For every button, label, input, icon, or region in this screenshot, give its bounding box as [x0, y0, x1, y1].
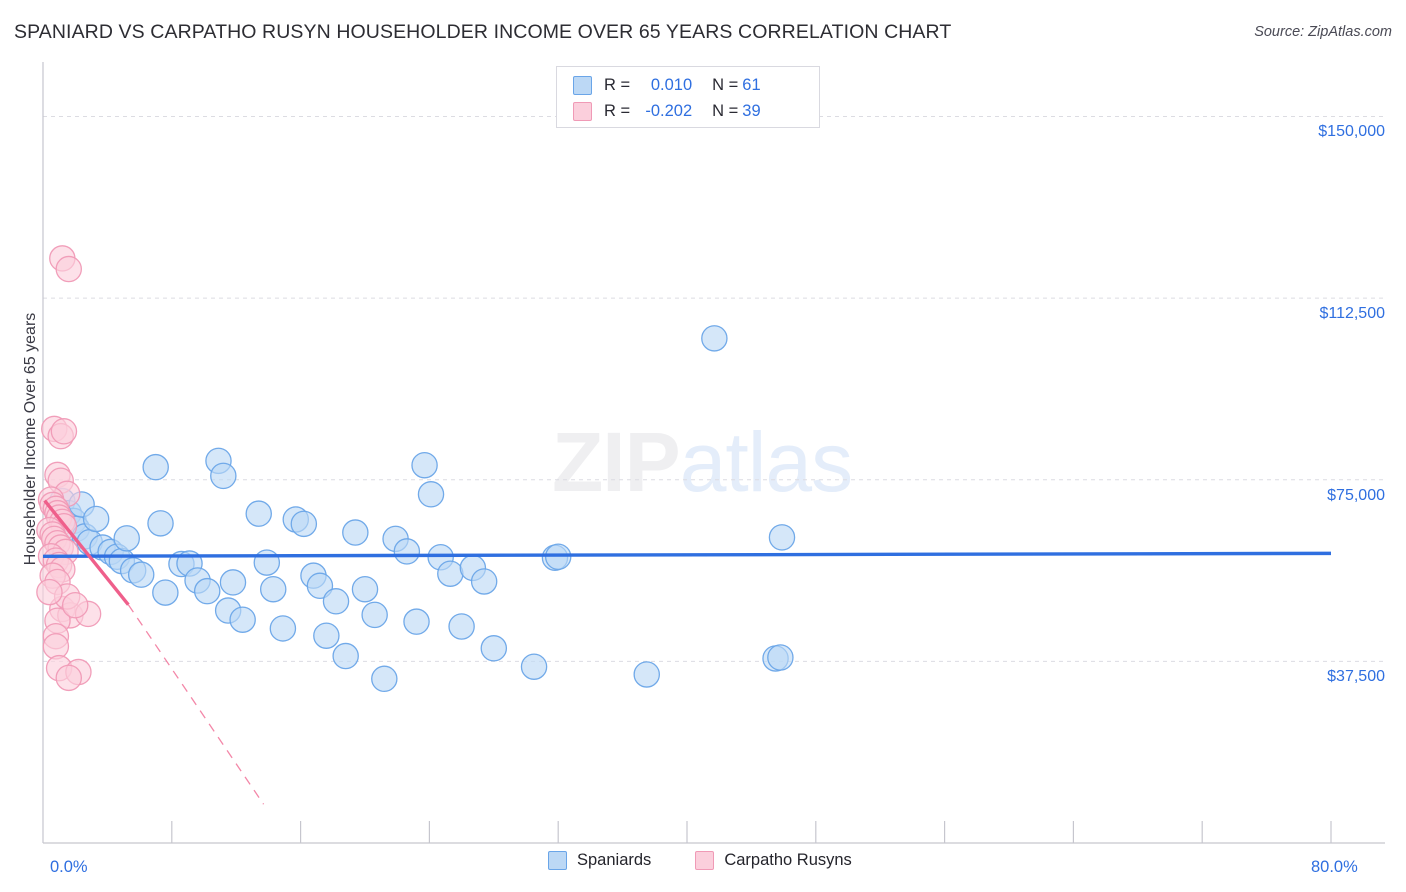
scatter-point-spaniards[interactable]: [480, 635, 508, 662]
scatter-point-spaniards[interactable]: [393, 538, 421, 565]
scatter-point-spaniards[interactable]: [313, 622, 340, 649]
trendline-spaniards: [42, 551, 1332, 558]
scatter-point-spaniards[interactable]: [633, 661, 661, 688]
series-legend: Spaniards Carpatho Rusyns: [548, 851, 896, 870]
scatter-point-spaniards[interactable]: [259, 575, 287, 603]
correlation-row-carpatho-rusyns: R = -0.202 N = 39: [557, 98, 819, 124]
scatter-point-spaniards[interactable]: [768, 524, 796, 551]
n-label-pink: N =: [712, 101, 739, 120]
series-label-carpatho-rusyns: Carpatho Rusyns: [724, 851, 852, 869]
scatter-point-spaniards[interactable]: [411, 451, 438, 479]
y-tick-label-37500: $37,500: [1327, 668, 1385, 686]
series-legend-item-carpatho-rusyns[interactable]: Carpatho Rusyns: [695, 851, 852, 870]
scatter-point-spaniards[interactable]: [290, 510, 318, 538]
scatter-point-spaniards[interactable]: [229, 606, 256, 633]
scatter-point-spaniards[interactable]: [448, 613, 475, 640]
scatter-point-spaniards[interactable]: [342, 519, 369, 546]
page-title: SPANIARD VS CARPATHO RUSYN HOUSEHOLDER I…: [14, 21, 952, 43]
legend-swatch-blue-icon: [573, 75, 592, 95]
scatter-point-spaniards[interactable]: [306, 572, 334, 600]
scatter-series-spaniards: [49, 325, 796, 693]
series-swatch-carpatho-rusyns-icon: [695, 851, 715, 870]
scatter-point-spaniards[interactable]: [332, 642, 359, 670]
correlation-legend: R = 0.010 N = 61 R = -0.202 N = 39: [556, 66, 820, 128]
scatter-point-spaniards[interactable]: [361, 601, 388, 629]
trendline-carpatho-rusyns: [43, 499, 130, 606]
scatter-point-spaniards[interactable]: [147, 510, 174, 537]
scatter-point-carpatho-rusyns[interactable]: [36, 578, 63, 606]
scatter-point-spaniards[interactable]: [219, 569, 247, 596]
scatter-point-spaniards[interactable]: [371, 665, 398, 693]
r-value-pink: -0.202: [645, 101, 693, 120]
scatter-point-spaniards[interactable]: [113, 525, 140, 552]
scatter-point-spaniards[interactable]: [767, 644, 794, 671]
n-value-blue: 61: [742, 75, 761, 94]
y-tick-label-75000: $75,000: [1327, 486, 1385, 504]
r-value-blue: 0.010: [650, 75, 693, 94]
scatter-point-spaniards[interactable]: [437, 560, 464, 587]
correlation-row-spaniards: R = 0.010 N = 61: [557, 72, 819, 98]
scatter-point-spaniards[interactable]: [417, 481, 445, 508]
scatter-series-carpatho-rusyns: [36, 245, 102, 692]
y-tick-label-112500: $112,500: [1319, 305, 1385, 323]
scatter-point-spaniards[interactable]: [520, 653, 548, 680]
source-attribution: Source: ZipAtlas.com: [1254, 24, 1392, 40]
series-swatch-spaniards-icon: [548, 851, 567, 870]
y-tick-label-150000: $150,000: [1318, 123, 1385, 141]
x-tick-label-max: 80.0%: [1311, 858, 1358, 876]
scatter-point-carpatho-rusyns[interactable]: [42, 633, 70, 660]
scatter-point-carpatho-rusyns[interactable]: [55, 255, 83, 283]
r-label-pink: R =: [604, 101, 631, 120]
scatter-point-spaniards[interactable]: [322, 588, 350, 615]
n-label-blue: N =: [712, 75, 739, 94]
scatter-point-spaniards[interactable]: [245, 500, 272, 527]
series-label-spaniards: Spaniards: [577, 851, 652, 869]
r-label-blue: R =: [604, 75, 631, 94]
n-value-pink: 39: [742, 101, 761, 120]
scatter-point-spaniards[interactable]: [351, 575, 379, 603]
scatter-point-spaniards[interactable]: [403, 608, 430, 635]
trendline-carpatho-rusyns-extension: [127, 604, 265, 805]
scatter-point-carpatho-rusyns[interactable]: [55, 664, 83, 692]
scatter-point-spaniards[interactable]: [701, 325, 728, 352]
scatter-point-spaniards[interactable]: [142, 453, 169, 481]
scatter-point-carpatho-rusyns[interactable]: [61, 591, 89, 619]
legend-swatch-pink-icon: [573, 101, 592, 121]
scatter-point-spaniards[interactable]: [269, 615, 297, 642]
series-legend-item-spaniards[interactable]: Spaniards: [548, 851, 651, 870]
scatter-point-spaniards[interactable]: [82, 505, 110, 533]
x-tick-label-min: 0.0%: [50, 858, 88, 876]
scatter-point-spaniards[interactable]: [127, 561, 155, 588]
scatter-point-spaniards[interactable]: [210, 462, 237, 490]
scatter-point-spaniards[interactable]: [193, 577, 221, 605]
scatter-point-carpatho-rusyns[interactable]: [50, 418, 78, 445]
scatter-point-spaniards[interactable]: [253, 549, 281, 576]
scatter-point-spaniards[interactable]: [470, 568, 498, 595]
scatter-point-spaniards[interactable]: [152, 579, 179, 606]
